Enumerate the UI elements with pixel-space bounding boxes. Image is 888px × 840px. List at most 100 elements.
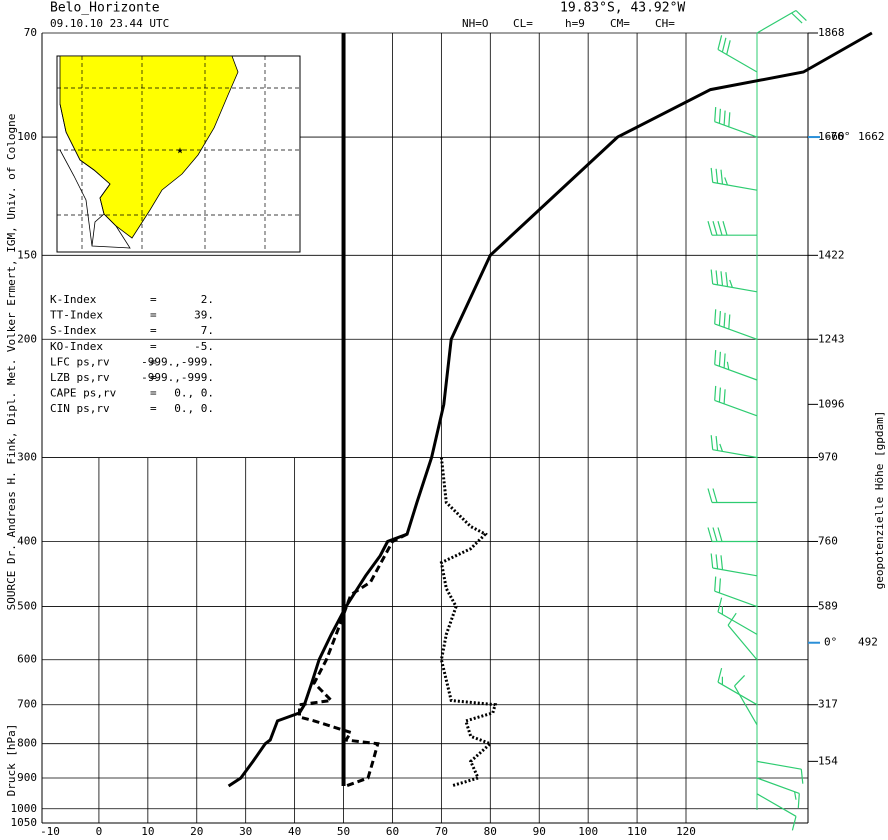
grid: 7010015020030040050060070080090010001050… bbox=[11, 26, 809, 838]
y2-tick-label: 1243 bbox=[818, 332, 845, 345]
wind-barb bbox=[710, 553, 758, 577]
marked-level-height: 1662 bbox=[858, 130, 885, 143]
wind-barb bbox=[707, 527, 757, 543]
wind-barb bbox=[714, 107, 758, 138]
index-label: KO-Index bbox=[50, 340, 103, 353]
y2-tick-label: 970 bbox=[818, 451, 838, 464]
wind-barb bbox=[717, 597, 758, 635]
station-star: ★ bbox=[176, 143, 183, 157]
index-value: -5. bbox=[194, 340, 214, 353]
wind-barb bbox=[707, 488, 757, 504]
y2-tick-label: 1868 bbox=[818, 26, 845, 39]
wind-barb bbox=[756, 9, 807, 34]
marked-level-temp: -76° bbox=[824, 130, 851, 143]
wind-barb bbox=[714, 350, 758, 381]
index-eq: = bbox=[150, 402, 157, 415]
y-tick-label: 500 bbox=[17, 600, 37, 613]
x-tick-label: 100 bbox=[578, 825, 598, 838]
wind-barb bbox=[733, 674, 758, 726]
x-tick-label: 40 bbox=[288, 825, 301, 838]
wind-barb bbox=[710, 269, 758, 293]
cloud-code: NH=O bbox=[462, 17, 489, 30]
x-tick-label: 10 bbox=[141, 825, 154, 838]
profile-line bbox=[439, 457, 498, 788]
x-tick-label: 70 bbox=[435, 825, 448, 838]
y-tick-label: 100 bbox=[17, 130, 37, 143]
cloud-code: CH= bbox=[655, 17, 675, 30]
y2-tick-label: 1660 bbox=[818, 130, 845, 143]
marked-level-height: 492 bbox=[858, 636, 878, 649]
index-value: 0., 0. bbox=[174, 387, 214, 400]
x-tick-label: 0 bbox=[96, 825, 103, 838]
y-tick-label: 300 bbox=[17, 451, 37, 464]
wind-barb bbox=[756, 760, 804, 784]
cloud-code: h=9 bbox=[565, 17, 585, 30]
wind-barb bbox=[714, 576, 758, 608]
cloud-code: CL= bbox=[513, 17, 533, 30]
x-tick-label: 60 bbox=[386, 825, 399, 838]
title: Belo_Horizonte bbox=[50, 1, 160, 16]
y-tick-label: 700 bbox=[17, 698, 37, 711]
y-tick-label: 800 bbox=[17, 737, 37, 750]
profile-line bbox=[227, 31, 873, 788]
y-tick-label: 70 bbox=[24, 26, 37, 39]
index-eq: = bbox=[150, 387, 157, 400]
index-eq: = bbox=[150, 324, 157, 337]
index-value: -999.,-999. bbox=[141, 355, 214, 368]
x-tick-label: 50 bbox=[337, 825, 350, 838]
wind-barb bbox=[714, 385, 758, 417]
index-eq: = bbox=[150, 309, 157, 322]
y-tick-label: 1000 bbox=[11, 802, 38, 815]
cloud-code: CM= bbox=[610, 17, 630, 30]
y-tick-label: 900 bbox=[17, 771, 37, 784]
profile-line bbox=[298, 532, 408, 788]
index-value: -999.,-999. bbox=[141, 371, 214, 384]
x-tick-label: 30 bbox=[239, 825, 252, 838]
index-label: TT-Index bbox=[50, 309, 103, 322]
index-label: LFC ps,rv bbox=[50, 355, 110, 368]
wind-barb bbox=[756, 777, 800, 808]
index-label: CIN ps,rv bbox=[50, 402, 110, 415]
wind-barb bbox=[717, 667, 758, 706]
y2-tick-label: 589 bbox=[818, 600, 838, 613]
index-value: 7. bbox=[201, 324, 214, 337]
map: ★ bbox=[56, 55, 301, 253]
x-tick-label: 90 bbox=[533, 825, 546, 838]
marked-level-temp: 0° bbox=[824, 636, 837, 649]
index-value: 39. bbox=[194, 309, 214, 322]
x-tick-label: 80 bbox=[484, 825, 497, 838]
source: SOURCE Dr. Andreas H. Fink, Dipl. Met. V… bbox=[5, 114, 18, 611]
wind-barb bbox=[710, 435, 758, 459]
index-value: 2. bbox=[201, 293, 214, 306]
index-label: CAPE ps,rv bbox=[50, 387, 117, 400]
map-grid bbox=[57, 56, 300, 252]
x-tick-label: 110 bbox=[627, 825, 647, 838]
y2-tick-label: 317 bbox=[818, 698, 838, 711]
y-tick-label: 200 bbox=[17, 332, 37, 345]
country-border bbox=[59, 103, 131, 249]
wind-barb bbox=[756, 793, 797, 831]
wind-barb bbox=[710, 167, 758, 191]
location: 19.83°S, 43.92°W bbox=[560, 1, 685, 16]
y2-axis-label: geopotenzielle Höhe [gpdam] bbox=[873, 411, 886, 590]
y-tick-label: 150 bbox=[17, 248, 37, 261]
y-tick-label: 1050 bbox=[11, 816, 38, 829]
index-label: S-Index bbox=[50, 324, 97, 337]
y2-tick-label: 1422 bbox=[818, 248, 845, 261]
x-tick-label: 20 bbox=[190, 825, 203, 838]
index-eq: = bbox=[150, 293, 157, 306]
index-eq: = bbox=[150, 371, 157, 384]
y2-tick-label: 1096 bbox=[818, 397, 845, 410]
wind-barb bbox=[717, 35, 758, 73]
index-eq: = bbox=[150, 340, 157, 353]
wind-barb bbox=[707, 221, 757, 236]
x-tick-label: -10 bbox=[40, 825, 60, 838]
wind-barb bbox=[714, 309, 758, 340]
index-label: LZB ps,rv bbox=[50, 371, 110, 384]
wind-barb bbox=[727, 612, 758, 661]
index-label: K-Index bbox=[50, 293, 97, 306]
subtitle: 09.10.10 23.44 UTC bbox=[50, 17, 169, 30]
y-tick-label: 600 bbox=[17, 653, 37, 666]
y2-tick-label: 154 bbox=[818, 754, 838, 767]
